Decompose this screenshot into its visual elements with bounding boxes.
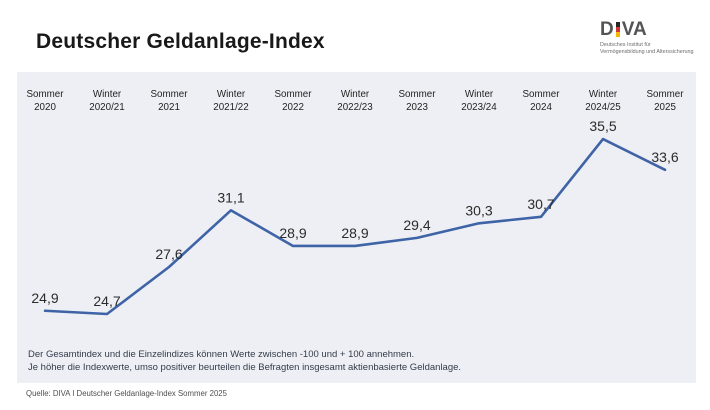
data-point-label: 24,7 [93,293,120,309]
x-axis-label-year: 2021 [158,102,180,113]
chart-footnote-line2: Je höher die Indexwerte, umso positiver … [28,362,462,373]
logo-subtitle-line2: Vermögensbildung und Alterssicherung [600,49,694,55]
x-axis-label-year: 2022/23 [337,102,373,113]
x-axis-label-season: Sommer [522,89,560,100]
x-axis-label-season: Winter [217,89,246,100]
chart-footnote: Der Gesamtindex und die Einzelindizes kö… [28,348,461,374]
x-axis-label-year: 2022 [282,102,304,113]
chart-panel: Sommer 2020 Winter 2020/21 Sommer 2021 Winter 2… [17,72,696,383]
x-axis-label-year: 2021/22 [213,102,248,113]
x-axis-label-year: 2020 [34,102,56,113]
x-axis-label-season: Sommer [274,89,312,100]
data-point-label: 31,1 [217,189,244,205]
data-point-label: 28,9 [341,225,368,241]
x-axis-label-season: Winter [465,89,494,100]
x-axis-label-year: 2024/25 [585,102,621,113]
x-axis-label-season: Sommer [26,89,64,100]
page-title: Deutscher Geldanlage-Index [36,30,325,53]
x-axis-label-year: 2025 [654,102,676,113]
x-axis-label-year: 2024 [530,102,552,113]
x-axis-label-season: Winter [341,89,370,100]
diva-logo: D VA Deutsches Institut für Vermögensbil… [600,20,705,56]
x-axis-label-year: 2023/24 [461,102,497,113]
logo-subtitle: Deutsches Institut für Vermögensbildung … [600,42,705,56]
data-point-label: 30,3 [465,202,492,218]
geldanlage-index-line-chart: Sommer 2020 Winter 2020/21 Sommer 2021 Winter 2… [26,89,684,316]
x-axis-label-season: Sommer [398,89,436,100]
x-axis-label-year: 2023 [406,102,428,113]
german-flag-icon [615,22,620,37]
x-axis-label-season: Winter [589,89,618,100]
x-axis-label-season: Sommer [646,89,684,100]
trend-line [43,137,667,316]
data-point-label: 33,6 [651,149,678,165]
diva-logo-wordmark: D VA [600,20,705,39]
x-axis-label-season: Winter [93,89,122,100]
logo-subtitle-line1: Deutsches Institut für [600,42,651,48]
data-point-label: 27,6 [155,246,182,262]
x-axis-label-year: 2020/21 [89,102,124,113]
chart-footnote-line1: Der Gesamtindex und die Einzelindizes kö… [28,349,415,360]
data-point-label: 29,4 [403,217,430,233]
data-point-label: 28,9 [279,225,306,241]
logo-letter-d: D [600,19,614,40]
logo-letters-va: VA [621,19,647,40]
data-point-label: 24,9 [31,290,58,306]
source-note: Quelle: DIVA I Deutscher Geldanlage-Inde… [26,389,227,398]
data-point-label: 30,7 [527,196,554,212]
data-point-label: 35,5 [589,118,616,134]
x-axis-label-season: Sommer [150,89,188,100]
